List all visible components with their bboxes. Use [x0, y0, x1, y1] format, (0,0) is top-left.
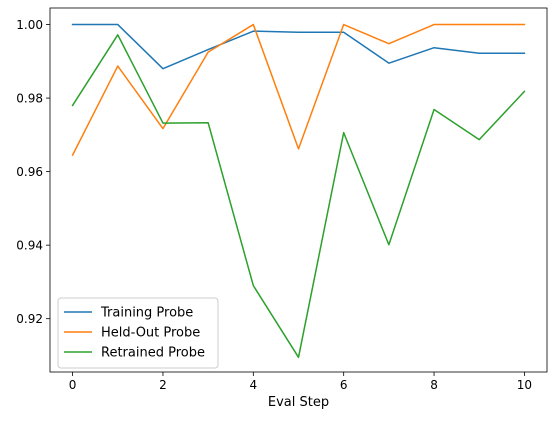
- legend-box: [57, 297, 219, 369]
- legend-label: Retrained Probe: [101, 346, 205, 361]
- x-axis-label: Eval Step: [268, 395, 329, 410]
- x-tick-label: 6: [340, 378, 348, 392]
- y-tick-label: 0.92: [16, 312, 43, 326]
- x-tick-label: 8: [430, 378, 438, 392]
- legend-label: Training Probe: [100, 306, 193, 321]
- legend: Training Probe Held-Out Probe Retrained Pr…: [57, 297, 219, 369]
- x-tick-label: 0: [69, 378, 77, 392]
- axis-layer: 0 2 4 6 8 10 0.92 0.94 0.96 0.98 1.00: [16, 18, 532, 392]
- y-tick-label: 0.98: [16, 92, 43, 106]
- x-tick-label: 2: [159, 378, 167, 392]
- x-tick-label: 4: [249, 378, 257, 392]
- series-layer: [71, 23, 526, 359]
- y-tick-label: 0.96: [16, 165, 43, 179]
- y-tick-label: 0.94: [16, 239, 43, 253]
- y-tick-label: 1.00: [16, 18, 43, 32]
- plot-frame: [49, 7, 548, 373]
- x-tick-label: 10: [517, 378, 532, 392]
- legend-label: Held-Out Probe: [101, 326, 200, 341]
